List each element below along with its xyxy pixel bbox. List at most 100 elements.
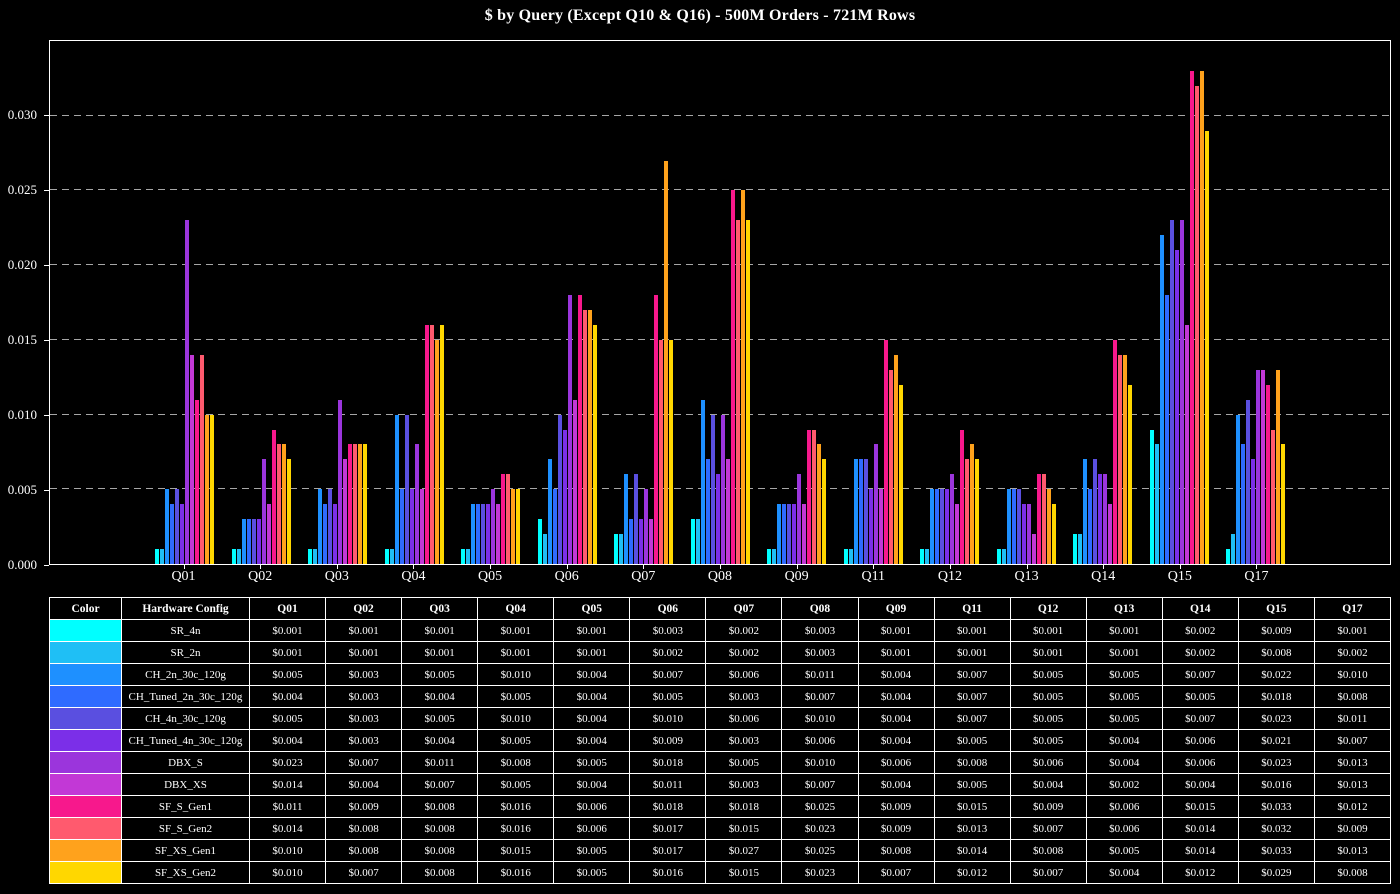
bar	[893, 354, 898, 564]
bar	[690, 519, 695, 564]
value-cell: $0.008	[401, 839, 479, 862]
value-cell: $0.013	[1313, 773, 1392, 796]
value-cell: $0.001	[1009, 641, 1087, 664]
bar	[246, 519, 251, 564]
bar	[614, 534, 618, 564]
value-cell: $0.008	[401, 861, 479, 884]
bar	[175, 489, 179, 564]
bar	[619, 534, 623, 564]
x-tick-label: Q12	[920, 565, 979, 585]
value-cell: $0.010	[477, 707, 555, 730]
bar	[639, 519, 643, 564]
config-name-cell: CH_Tuned_4n_30c_120g	[121, 729, 250, 752]
value-cell: $0.005	[248, 663, 327, 686]
value-cell: $0.003	[629, 619, 707, 642]
table-header-row: Color Hardware Config Q01 Q02 Q03 Q04 Q05 Q06 Q0…	[49, 597, 1392, 620]
color-swatch-cell	[49, 619, 122, 642]
bar	[649, 519, 653, 564]
bar	[180, 504, 184, 564]
bar	[587, 309, 592, 564]
x-tick-label: Q04	[384, 565, 443, 585]
bar	[807, 429, 811, 564]
value-cell: $0.001	[401, 619, 479, 642]
bar	[1113, 339, 1117, 564]
bar	[343, 459, 347, 564]
x-tick-label: Q01	[154, 565, 213, 585]
bar	[308, 549, 312, 564]
bar	[1078, 534, 1082, 564]
bar	[348, 444, 352, 564]
bar	[853, 459, 858, 564]
bar	[1241, 444, 1245, 564]
value-cell: $0.021	[1237, 729, 1315, 752]
bar	[888, 369, 893, 564]
bar	[735, 220, 740, 564]
x-tick-label: Q08	[690, 565, 749, 585]
bar-group	[1073, 41, 1132, 564]
table-header-cell: Q17	[1313, 597, 1392, 620]
bar	[745, 220, 750, 564]
value-cell: $0.010	[248, 839, 327, 862]
y-tick-mark	[44, 190, 49, 191]
value-cell: $0.006	[781, 729, 859, 752]
bar	[1184, 324, 1189, 564]
value-cell: $0.003	[705, 685, 783, 708]
bar	[975, 459, 979, 564]
value-cell: $0.007	[325, 861, 403, 884]
value-cell: $0.002	[1313, 641, 1392, 664]
bar-group	[843, 41, 903, 564]
bar	[547, 459, 552, 564]
bar	[1189, 70, 1194, 564]
bar	[878, 489, 883, 564]
table-row: CH_4n_30c_120g $0.005 $0.003 $0.005 $0.010 $0…	[49, 707, 1392, 730]
value-cell: $0.007	[933, 707, 1011, 730]
bar	[353, 444, 357, 564]
bar	[1046, 489, 1051, 564]
bar	[960, 429, 964, 564]
bar	[1083, 459, 1087, 564]
bar	[1281, 444, 1285, 564]
bar	[863, 459, 868, 564]
bar	[511, 489, 515, 564]
bar	[1271, 429, 1275, 564]
value-cell: $0.018	[1237, 685, 1315, 708]
x-tick-label: Q03	[307, 565, 366, 585]
bar	[925, 549, 929, 564]
bar	[935, 489, 939, 564]
bar	[817, 444, 821, 564]
bar	[333, 504, 337, 564]
bar	[1011, 489, 1016, 564]
bar	[955, 504, 959, 564]
bar-group	[537, 41, 597, 564]
color-swatch-cell	[49, 751, 122, 774]
value-cell: $0.002	[1161, 641, 1239, 664]
value-cell: $0.013	[1313, 751, 1392, 774]
bar	[409, 489, 414, 564]
value-cell: $0.001	[553, 641, 631, 664]
value-cell: $0.010	[248, 861, 327, 884]
value-cell: $0.006	[1085, 817, 1163, 840]
bar	[940, 489, 944, 564]
value-cell: $0.007	[325, 751, 403, 774]
config-name-cell: SF_S_Gen1	[121, 795, 250, 818]
table-row: CH_Tuned_2n_30c_120g $0.004 $0.003 $0.004 $0…	[49, 685, 1392, 708]
gridline	[50, 114, 1390, 116]
bar	[1093, 459, 1097, 564]
value-cell: $0.001	[248, 641, 327, 664]
value-cell: $0.009	[629, 729, 707, 752]
gridline	[50, 488, 1390, 490]
value-cell: $0.004	[857, 685, 935, 708]
value-cell: $0.012	[1313, 795, 1392, 818]
bar	[419, 489, 424, 564]
value-cell: $0.002	[705, 619, 783, 642]
value-cell: $0.004	[248, 729, 327, 752]
value-cell: $0.002	[1085, 773, 1163, 796]
bar	[516, 489, 520, 564]
value-cell: $0.022	[1237, 663, 1315, 686]
value-cell: $0.004	[857, 773, 935, 796]
value-cell: $0.011	[401, 751, 479, 774]
value-cell: $0.005	[248, 707, 327, 730]
config-name-cell: SR_2n	[121, 641, 250, 664]
bar	[195, 399, 199, 564]
bar-group	[690, 41, 750, 564]
